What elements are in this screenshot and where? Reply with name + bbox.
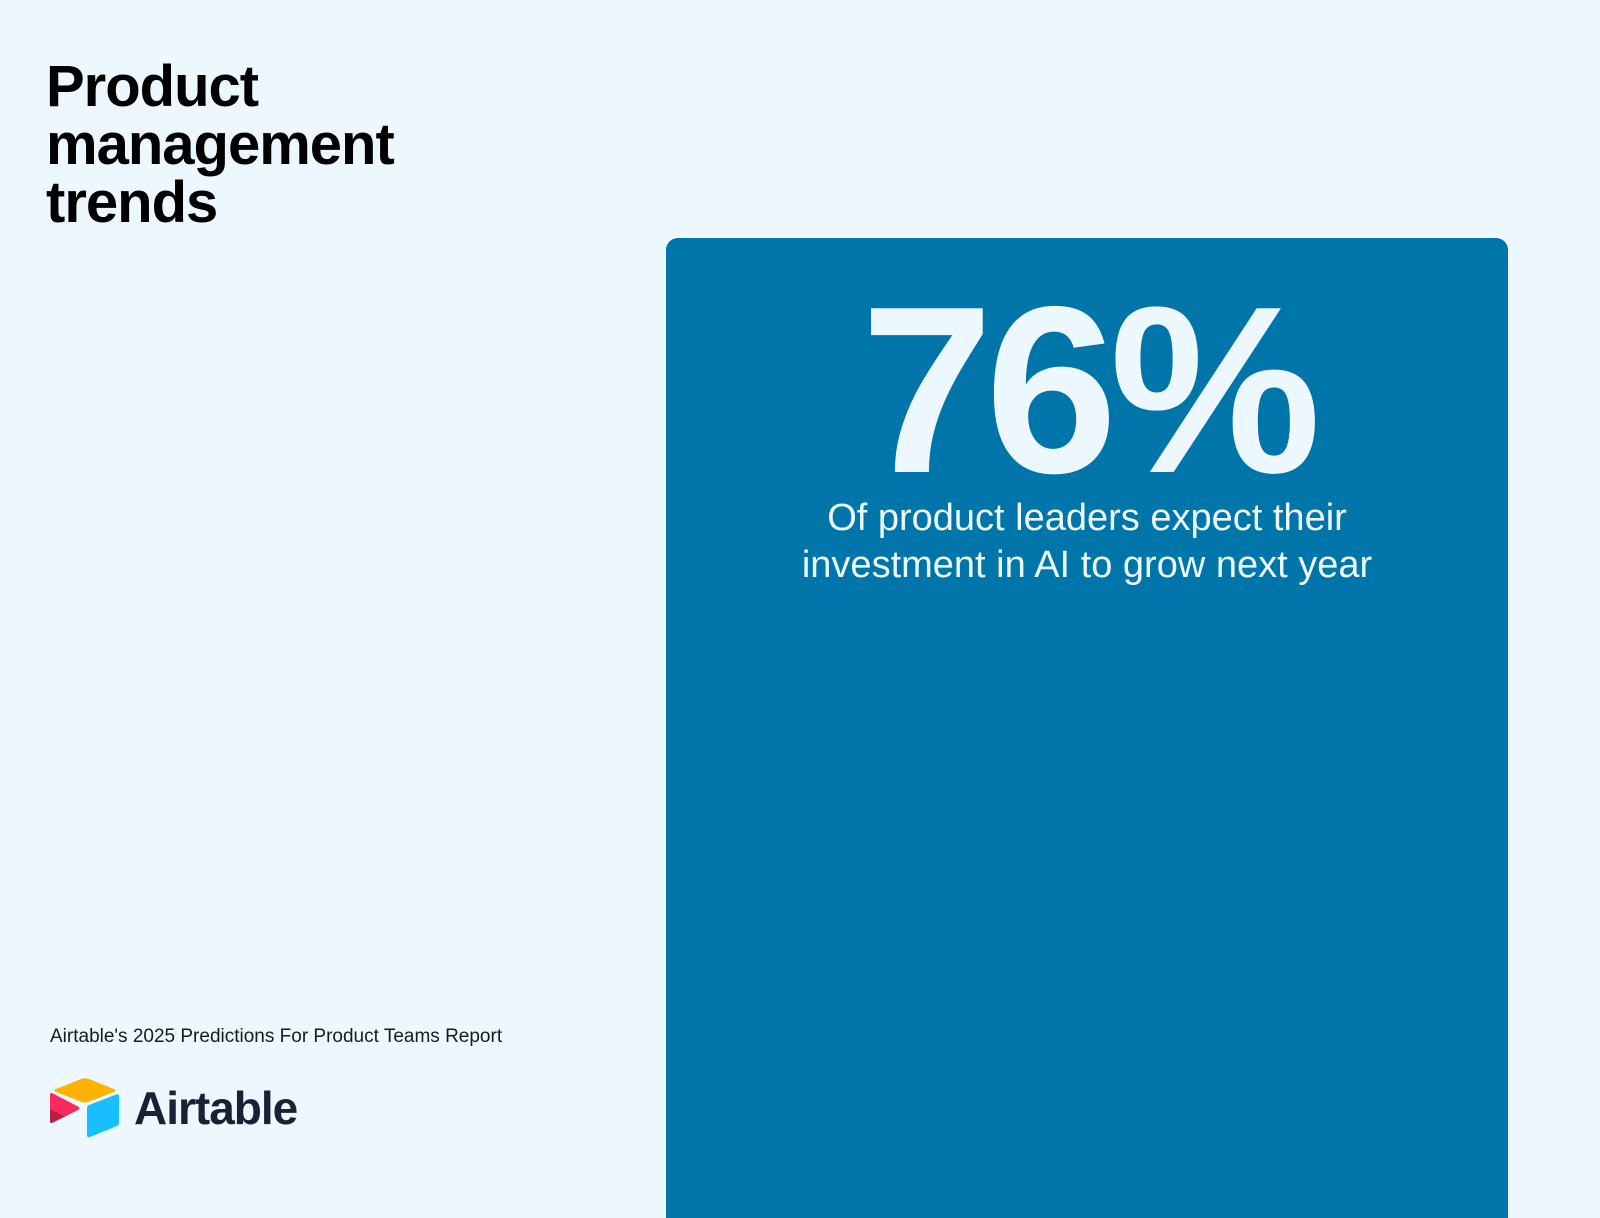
page-title-line: trends — [46, 170, 218, 235]
stat-value: 76% — [860, 258, 1321, 523]
stat-card: 76% Of product leaders expect their inve… — [666, 238, 1508, 1218]
brand-name: Airtable — [134, 1082, 298, 1134]
stat-caption: Of product leaders expect their investme… — [666, 495, 1508, 589]
page-title-line: Product — [46, 54, 259, 119]
airtable-logo-icon — [50, 1078, 119, 1138]
page-title: Product management trends — [46, 58, 566, 232]
source-label: Airtable's 2025 Predictions For Product … — [50, 1026, 503, 1047]
brand-logo: Airtable — [48, 1076, 298, 1140]
stat-caption-line: investment in AI to grow next year — [801, 544, 1373, 586]
stat-caption-line: Of product leaders expect their — [827, 497, 1347, 539]
page-title-line: management — [46, 112, 395, 177]
